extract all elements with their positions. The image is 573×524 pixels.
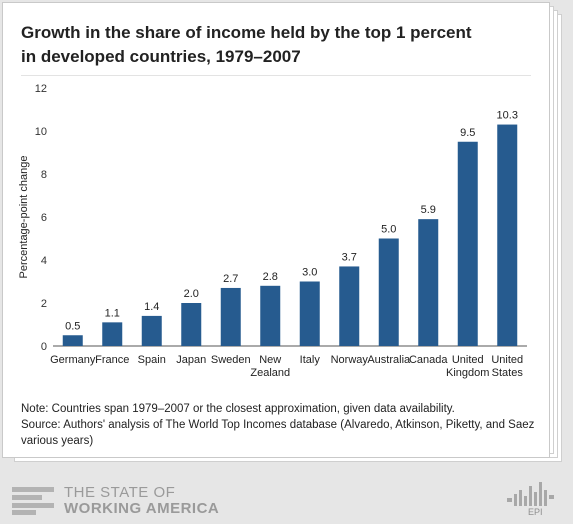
y-tick-label: 4	[41, 255, 47, 267]
chart-card: Growth in the share of income held by th…	[2, 2, 550, 458]
bar	[378, 238, 399, 346]
data-label: 3.7	[342, 251, 357, 263]
data-label: 2.8	[263, 271, 278, 283]
data-label: 9.5	[460, 127, 475, 139]
category-label: Italy	[300, 354, 321, 366]
bar	[102, 322, 123, 346]
y-tick-label: 2	[41, 298, 47, 310]
data-label: 1.4	[144, 301, 159, 313]
data-label: 5.0	[381, 224, 396, 236]
category-label: Norway	[331, 354, 369, 366]
title-divider	[21, 75, 531, 76]
y-axis-label: Percentage-point change	[18, 156, 30, 279]
data-label: 3.0	[302, 267, 317, 279]
epi-logo-icon	[507, 482, 554, 506]
brand-line-2: WORKING AMERICA	[64, 500, 220, 517]
bar-chart: 0 2 4 6 8 10 12 Percentage-point change 0.5 Germa…	[18, 83, 527, 379]
state-of-working-america-logo-icon	[12, 487, 54, 515]
bar	[497, 124, 518, 346]
category-label: Australia	[367, 354, 411, 366]
category-label: Canada	[409, 354, 448, 366]
category-label: Sweden	[211, 354, 251, 366]
epi-label: EPI	[528, 507, 543, 517]
bar	[141, 315, 162, 346]
bar	[260, 285, 281, 346]
footer: THE STATE OF WORKING AMERICA EPI	[0, 470, 573, 524]
chart-notes: Note: Countries span 1979–2007 or the cl…	[21, 401, 541, 449]
data-label: 10.3	[497, 110, 518, 122]
data-label: 2.7	[223, 273, 238, 285]
data-label: 2.0	[184, 288, 199, 300]
bar	[181, 303, 202, 346]
note-line: Note: Countries span 1979–2007 or the cl…	[21, 403, 455, 415]
y-tick-label: 10	[35, 126, 47, 138]
category-label: United Kingdom	[446, 354, 489, 379]
y-tick-label: 8	[41, 169, 47, 181]
data-label: 1.1	[105, 307, 120, 319]
data-label: 5.9	[421, 204, 436, 216]
bar	[457, 141, 478, 346]
y-tick-label: 6	[41, 212, 47, 224]
brand-line-1: THE STATE OF	[64, 484, 176, 501]
category-label: Germany	[50, 354, 96, 366]
category-label: Spain	[138, 354, 166, 366]
brand-wordmark: THE STATE OF WORKING AMERICA	[64, 485, 219, 517]
bar	[299, 281, 320, 346]
y-tick-label: 12	[35, 83, 47, 95]
source-line: Source: Authors' analysis of The World T…	[21, 419, 535, 447]
y-tick-label: 0	[41, 341, 47, 353]
category-label: New Zealand	[250, 354, 290, 379]
chart-title: Growth in the share of income held by th…	[21, 23, 472, 66]
category-label: Japan	[176, 354, 206, 366]
data-label: 0.5	[65, 320, 80, 332]
category-label: United States	[491, 354, 523, 379]
bar	[339, 266, 360, 346]
bar	[418, 219, 439, 346]
category-label: France	[95, 354, 129, 366]
bar	[62, 335, 83, 346]
bar	[220, 287, 241, 346]
